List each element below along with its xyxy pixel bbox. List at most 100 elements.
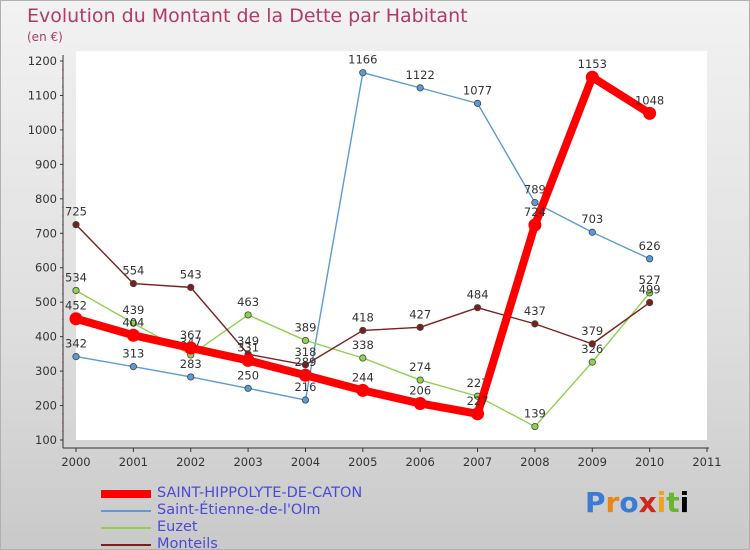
legend-item: Saint-Étienne-de-l'Olm xyxy=(101,502,401,519)
data-point xyxy=(646,255,654,263)
data-label: 499 xyxy=(639,283,661,297)
data-label: 703 xyxy=(581,212,603,226)
data-label: 206 xyxy=(409,383,431,397)
data-label: 367 xyxy=(180,328,202,342)
data-point xyxy=(531,199,539,207)
legend: SAINT-HIPPOLYTE-DE-CATON Saint-Étienne-de… xyxy=(101,485,401,550)
data-label: 484 xyxy=(467,288,489,302)
data-point xyxy=(244,384,252,392)
data-point xyxy=(416,323,424,331)
data-label: 452 xyxy=(65,299,87,313)
data-label: 1122 xyxy=(406,68,435,82)
data-label: 389 xyxy=(294,320,316,334)
data-label: 1077 xyxy=(463,83,492,97)
data-label: 318 xyxy=(294,345,316,359)
data-point xyxy=(473,99,482,107)
y-tick-label: 1100 xyxy=(28,88,57,102)
data-label: 1153 xyxy=(578,57,607,71)
data-label: 789 xyxy=(524,183,546,197)
legend-swatch xyxy=(101,490,151,498)
data-point xyxy=(129,363,137,371)
data-label: 250 xyxy=(237,368,259,382)
data-label: 437 xyxy=(524,304,546,318)
data-label: 404 xyxy=(122,315,144,329)
data-point xyxy=(588,340,596,348)
data-label: 313 xyxy=(122,347,144,361)
data-point xyxy=(359,354,367,362)
data-label: 439 xyxy=(122,303,144,317)
data-label: 244 xyxy=(352,370,374,384)
data-label: 418 xyxy=(352,310,374,324)
data-point xyxy=(72,221,80,229)
data-label: 626 xyxy=(639,239,661,253)
data-point xyxy=(359,326,367,335)
x-tick-label: 2001 xyxy=(119,455,148,469)
data-point xyxy=(473,304,482,312)
y-tick-label: 200 xyxy=(35,399,57,413)
data-point xyxy=(187,283,195,291)
data-point xyxy=(72,286,80,295)
y-tick-label: 800 xyxy=(35,192,57,206)
legend-swatch xyxy=(101,544,151,546)
data-label: 527 xyxy=(639,273,661,287)
chart-title: Evolution du Montant de la Dette par Hab… xyxy=(27,5,468,27)
x-tick-label: 2007 xyxy=(463,455,492,469)
data-point xyxy=(646,298,654,307)
y-tick-label: 400 xyxy=(35,330,57,344)
x-tick-label: 2009 xyxy=(578,455,607,469)
data-point xyxy=(471,407,485,421)
data-point xyxy=(531,320,539,328)
legend-label: Monteils xyxy=(157,536,218,550)
data-point xyxy=(531,422,539,431)
data-label: 534 xyxy=(65,270,87,284)
data-label: 1048 xyxy=(635,93,664,107)
legend-label: Saint-Étienne-de-l'Olm xyxy=(157,502,321,518)
data-label: 463 xyxy=(237,295,259,309)
data-point xyxy=(585,70,599,84)
x-tick-label: 2006 xyxy=(406,455,435,469)
y-tick-label: 500 xyxy=(35,295,57,309)
y-tick-label: 1200 xyxy=(28,54,57,68)
data-label: 342 xyxy=(65,337,87,351)
x-tick-label: 2010 xyxy=(635,455,664,469)
data-label: 326 xyxy=(581,342,603,356)
data-point xyxy=(301,336,310,345)
data-point xyxy=(588,228,596,236)
y-tick-label: 100 xyxy=(35,433,57,447)
plot-area xyxy=(76,51,707,440)
y-tick-label: 1000 xyxy=(28,123,57,137)
x-tick-label: 2005 xyxy=(348,455,377,469)
x-tick-label: 2000 xyxy=(61,455,90,469)
data-label: 338 xyxy=(352,338,374,352)
y-tick-label: 300 xyxy=(35,364,57,378)
data-point xyxy=(413,396,427,410)
legend-item: SAINT-HIPPOLYTE-DE-CATON xyxy=(101,485,401,502)
data-label: 554 xyxy=(122,264,144,278)
legend-swatch xyxy=(101,510,151,512)
data-point xyxy=(356,383,370,397)
data-label: 274 xyxy=(409,360,431,374)
data-point xyxy=(129,279,137,288)
x-tick-label: 2008 xyxy=(520,455,549,469)
data-point xyxy=(69,312,83,326)
data-label: 427 xyxy=(409,307,431,321)
x-tick-label: 2002 xyxy=(176,455,205,469)
legend-item: Monteils xyxy=(101,536,401,550)
data-label: 724 xyxy=(524,205,546,219)
x-tick-label: 2003 xyxy=(233,455,262,469)
data-label: 543 xyxy=(180,267,202,281)
data-point xyxy=(298,368,312,382)
data-label: 283 xyxy=(180,357,202,371)
data-point xyxy=(416,376,424,384)
data-point xyxy=(129,319,137,327)
proxiti-logo: Proxiti xyxy=(585,486,690,519)
legend-item: Euzet xyxy=(101,519,401,536)
chart-unit: (en €) xyxy=(27,30,63,44)
data-label: 227 xyxy=(467,394,489,408)
data-label: 289 xyxy=(294,355,316,369)
data-label: 349 xyxy=(237,334,259,348)
y-tick-label: 700 xyxy=(35,226,57,240)
data-point xyxy=(241,353,255,367)
